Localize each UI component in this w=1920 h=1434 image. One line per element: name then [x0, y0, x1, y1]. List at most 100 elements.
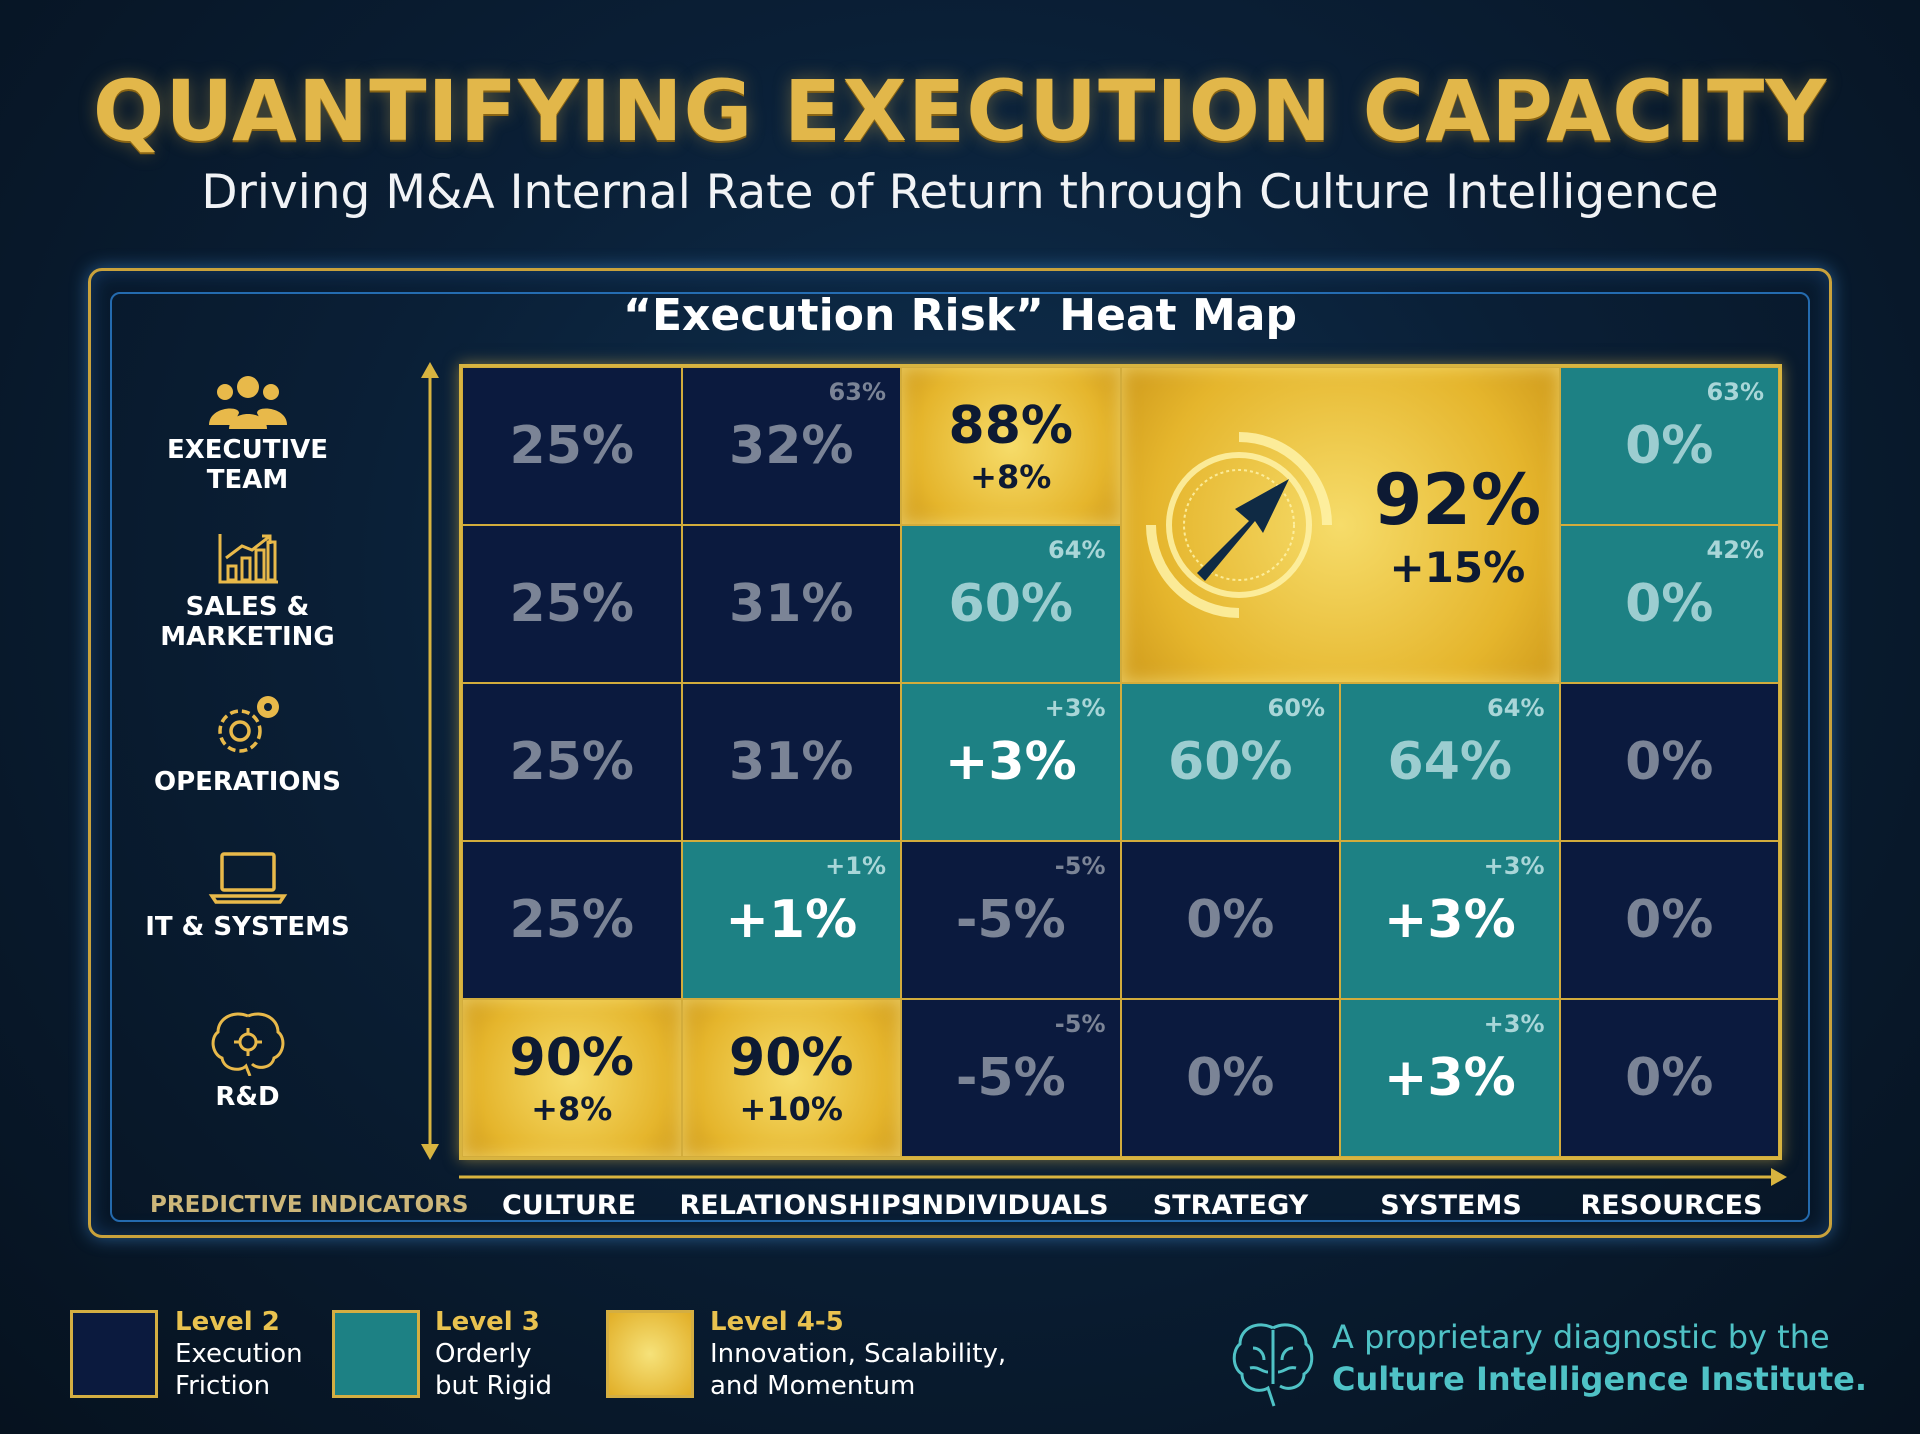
cell-value: 64%: [1387, 732, 1512, 792]
heatmap-cell: 42% 0%: [1559, 525, 1779, 683]
cell-value: 0%: [1625, 890, 1714, 950]
row-label-text: SALES & MARKETING: [160, 592, 335, 652]
cell-value: 0%: [1186, 890, 1275, 950]
legend-desc: but Rigid: [435, 1371, 552, 1401]
cell-value: 0%: [1625, 732, 1714, 792]
brain-icon: [140, 1010, 355, 1076]
heatmap-cell: 25%: [462, 841, 682, 999]
cell-delta: +8%: [970, 458, 1052, 496]
row-label: OPERATIONS: [140, 691, 355, 797]
cell-delta-badge: -5%: [1054, 852, 1106, 880]
heatmap-cell: +3% +3%: [1340, 999, 1560, 1157]
page-subtitle: Driving M&A Internal Rate of Return thro…: [201, 165, 1719, 220]
brain-icon: [1232, 1323, 1314, 1407]
laptop-icon: [140, 850, 355, 906]
cell-value: 25%: [509, 890, 634, 950]
heatmap-cell: 0%: [1120, 999, 1340, 1157]
cell-delta-badge: 42%: [1706, 536, 1764, 564]
legend-item: Level 3 Orderly but Rigid: [435, 1306, 552, 1402]
credit-line-1: A proprietary diagnostic by the: [1332, 1318, 1830, 1356]
heatmap-cell: 31%: [681, 683, 901, 841]
cell-delta-badge: +3%: [1044, 694, 1106, 722]
heatmap-title: “Execution Risk” Heat Map: [623, 290, 1297, 341]
cell-value: +3%: [1383, 1048, 1516, 1108]
legend-item: Level 4-5 Innovation, Scalability, and Mom…: [710, 1306, 1006, 1402]
heatmap-grid: 25% 63% 32% 88% +8% 92% +15% 63% 0% 25% 31% 64% 60% 4…: [459, 364, 1782, 1160]
column-label: RESOURCES: [1580, 1190, 1763, 1221]
heatmap-cell: 64% 64%: [1340, 683, 1560, 841]
heatmap-cell: 63% 32%: [681, 367, 901, 525]
heatmap-cell: 90% +8%: [462, 999, 682, 1157]
credit-text: A proprietary diagnostic by the Culture I…: [1332, 1316, 1867, 1400]
heatmap-cell: 0%: [1559, 841, 1779, 999]
legend-swatch: [332, 1310, 420, 1398]
legend-swatch: [70, 1310, 158, 1398]
cell-value: -5%: [955, 1048, 1066, 1108]
page-title: QUANTIFYING EXECUTION CAPACITY: [92, 62, 1828, 160]
legend-desc: Orderly: [435, 1339, 532, 1369]
cell-value: 90%: [729, 1028, 854, 1088]
heatmap-inner-frame: [110, 292, 1810, 1222]
legend-desc: and Momentum: [710, 1371, 916, 1401]
column-label: CULTURE: [501, 1190, 637, 1221]
legend-level: Level 2: [175, 1307, 280, 1337]
x-axis-label: PREDICTIVE INDICATORS: [150, 1192, 469, 1218]
legend-level: Level 3: [435, 1307, 540, 1337]
cell-value: 60%: [1168, 732, 1293, 792]
cell-value: 60%: [948, 574, 1073, 634]
row-label: EXECUTIVE TEAM: [140, 373, 355, 495]
cell-value: 0%: [1186, 1048, 1275, 1108]
column-label: RELATIONSHIPS: [679, 1190, 921, 1221]
legend-swatch: [606, 1310, 694, 1398]
cell-value: 31%: [729, 574, 854, 634]
cell-delta: +10%: [739, 1090, 843, 1128]
institute-name: Culture Intelligence Institute.: [1332, 1360, 1867, 1398]
cell-value: 92%: [1373, 458, 1542, 541]
column-label: SYSTEMS: [1380, 1190, 1522, 1221]
heatmap-cell: 92% +15%: [1120, 367, 1560, 683]
legend-level: Level 4-5: [710, 1307, 844, 1337]
cell-value: 0%: [1625, 416, 1714, 476]
cell-value: 25%: [509, 574, 634, 634]
heatmap-cell: 63% 0%: [1559, 367, 1779, 525]
cell-delta: +8%: [531, 1090, 613, 1128]
column-label: STRATEGY: [1152, 1190, 1309, 1221]
heatmap-cell: 0%: [1120, 841, 1340, 999]
heatmap-cell: +3% +3%: [1340, 841, 1560, 999]
gears-icon: [140, 691, 355, 761]
cell-delta-badge: 64%: [1048, 536, 1106, 564]
cell-delta-badge: -5%: [1054, 1010, 1106, 1038]
heatmap-cell: 25%: [462, 525, 682, 683]
row-label-text: IT & SYSTEMS: [145, 912, 350, 942]
heatmap-cell: 88% +8%: [901, 367, 1121, 525]
cell-value: 31%: [729, 732, 854, 792]
legend-item: Level 2 Execution Friction: [175, 1306, 303, 1402]
column-label: INDIVIDUALS: [911, 1190, 1109, 1221]
cell-value: +3%: [944, 732, 1077, 792]
vertical-axis-arrow: [421, 362, 439, 1160]
heatmap-frame: [88, 268, 1832, 1238]
cell-delta-badge: +3%: [1483, 852, 1545, 880]
bar-chart-icon: [140, 532, 355, 586]
row-label-text: OPERATIONS: [153, 767, 342, 797]
trend-up-arrow-icon: [1145, 432, 1332, 618]
cell-delta-badge: 63%: [828, 378, 886, 406]
cell-delta-badge: 64%: [1487, 694, 1545, 722]
cell-value: 25%: [509, 416, 634, 476]
cell-value: 90%: [509, 1028, 634, 1088]
legend-desc: Innovation, Scalability,: [710, 1339, 1007, 1369]
cell-delta: +15%: [1389, 542, 1526, 592]
horizontal-axis-arrow: [459, 1168, 1787, 1186]
row-label: SALES & MARKETING: [140, 532, 355, 652]
heatmap-cell: 0%: [1559, 683, 1779, 841]
cell-value: 88%: [948, 396, 1073, 456]
cell-delta-badge: 60%: [1267, 694, 1325, 722]
legend-desc: Friction: [175, 1371, 271, 1401]
cell-delta-badge: +3%: [1483, 1010, 1545, 1038]
heatmap-cell: +3% +3%: [901, 683, 1121, 841]
heatmap-cell: 0%: [1559, 999, 1779, 1157]
row-label-text: EXECUTIVE TEAM: [166, 435, 329, 495]
row-label: R&D: [140, 1010, 355, 1112]
row-label-text: R&D: [215, 1082, 280, 1112]
heatmap-cell: 31%: [681, 525, 901, 683]
